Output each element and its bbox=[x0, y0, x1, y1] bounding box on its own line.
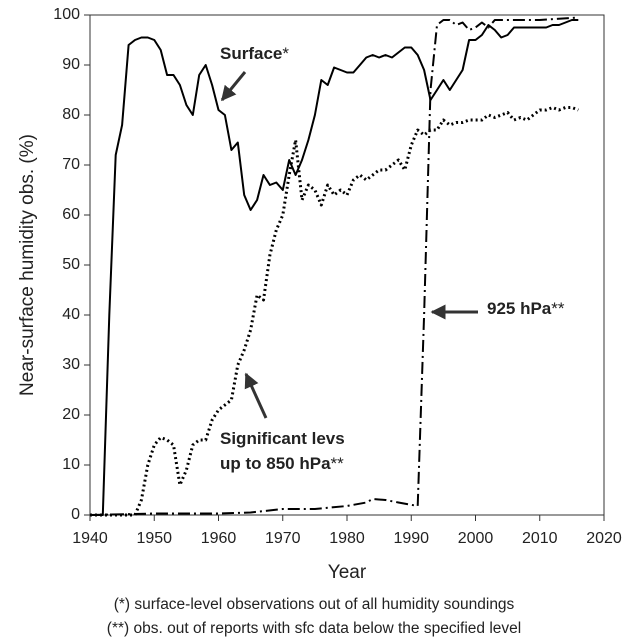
y-tick-label: 20 bbox=[62, 406, 80, 423]
x-tick-label: 2020 bbox=[586, 530, 622, 547]
data-line bbox=[89, 16, 579, 516]
y-tick-label: 30 bbox=[62, 356, 80, 373]
annotation-text: Surface bbox=[220, 44, 282, 63]
y-tick-label: 40 bbox=[62, 306, 80, 323]
data-line bbox=[90, 106, 579, 517]
y-tick-label: 50 bbox=[62, 256, 80, 273]
annotation-arrow bbox=[220, 71, 247, 102]
x-tick-label: 1950 bbox=[136, 530, 172, 547]
footnote: (**) obs. out of reports with sfc data b… bbox=[107, 620, 521, 637]
y-tick-label: 10 bbox=[62, 456, 80, 473]
annotation-text: up to 850 hPa bbox=[220, 454, 331, 473]
x-tick-label: 1990 bbox=[393, 530, 429, 547]
data-line bbox=[90, 19, 579, 516]
y-tick-label: 60 bbox=[62, 206, 80, 223]
annotation: Surface* bbox=[220, 44, 289, 63]
y-tick-label: 0 bbox=[71, 506, 80, 523]
y-tick-label: 90 bbox=[62, 56, 80, 73]
annotation-text: 925 hPa bbox=[487, 299, 552, 318]
plot-frame bbox=[89, 14, 605, 516]
x-tick-label: 1980 bbox=[329, 530, 365, 547]
y-axis-title: Near-surface humidity obs. (%) bbox=[17, 134, 38, 396]
y-tick-label: 80 bbox=[62, 106, 80, 123]
annotation-mark: * bbox=[282, 44, 289, 63]
y-tick-label: 100 bbox=[53, 6, 80, 23]
x-tick-label: 1940 bbox=[72, 530, 108, 547]
footnote: (*) surface-level observations out of al… bbox=[114, 596, 515, 613]
annotation-mark: ** bbox=[331, 454, 345, 473]
annotation: up to 850 hPa** bbox=[220, 454, 344, 473]
x-tick-label: 2000 bbox=[458, 530, 494, 547]
x-tick-label: 1970 bbox=[265, 530, 301, 547]
annotation-mark: ** bbox=[551, 299, 565, 318]
y-tick-label: 70 bbox=[62, 156, 80, 173]
annotation: 925 hPa** bbox=[487, 299, 565, 318]
x-tick-label: 2010 bbox=[522, 530, 558, 547]
annotation: Significant levs bbox=[220, 429, 345, 448]
annotation-text: Significant levs bbox=[220, 429, 345, 448]
x-tick-label: 1960 bbox=[201, 530, 237, 547]
annotation-arrow bbox=[244, 372, 268, 419]
x-axis-title: Year bbox=[328, 562, 367, 583]
